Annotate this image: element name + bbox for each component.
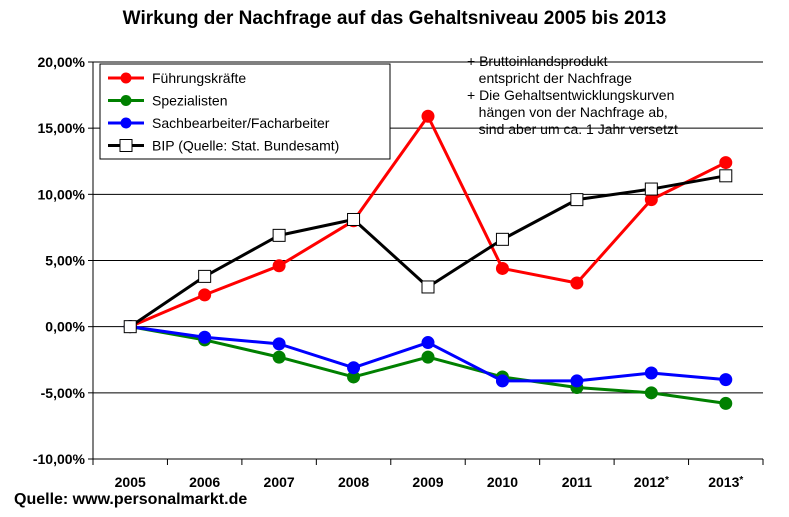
note-line: hängen von der Nachfrage ab, xyxy=(467,104,668,120)
data-point xyxy=(347,212,361,226)
data-point xyxy=(347,361,361,375)
data-point xyxy=(570,276,584,290)
series-line xyxy=(129,174,727,328)
legend-label: Sachbearbeiter/Facharbeiter xyxy=(152,115,330,131)
data-point xyxy=(570,374,584,388)
y-axis-ticks: -10,00% -5,00% 0,00% 5,00% 10,00% 15,00% 20,00… xyxy=(33,54,93,467)
data-point xyxy=(272,228,286,242)
x-tick-label: 2008 xyxy=(338,474,369,490)
x-axis-ticks: 2005 2006 2007 2008 2009 2010 2011 2012* 2013* xyxy=(92,459,764,490)
legend-swatch-marker xyxy=(120,117,132,129)
chart-title: Wirkung der Nachfrage auf das Gehaltsniv… xyxy=(122,8,667,29)
legend-box xyxy=(99,63,391,160)
data-point xyxy=(272,350,286,364)
x-tick-label: 2005 xyxy=(115,474,146,490)
x-tick-label: 2007 xyxy=(264,474,295,490)
data-point xyxy=(198,288,212,302)
data-point xyxy=(272,259,286,273)
x-tick-label: 2006 xyxy=(189,474,220,490)
data-point xyxy=(719,396,733,410)
data-point xyxy=(495,261,509,275)
x-tick-label: 2013* xyxy=(708,474,743,490)
y-tick-label: 5,00% xyxy=(45,253,85,269)
series-group xyxy=(123,109,733,410)
data-point xyxy=(198,330,212,344)
data-point xyxy=(421,350,435,364)
data-point xyxy=(644,386,658,400)
data-point xyxy=(719,169,733,183)
legend-label: BIP (Quelle: Stat. Bundesamt) xyxy=(152,138,339,154)
note-line: + Die Gehaltsentwicklungskurven xyxy=(467,87,674,103)
legend-swatch-marker xyxy=(120,95,132,106)
data-point xyxy=(719,373,733,387)
data-point xyxy=(495,232,509,246)
data-point xyxy=(570,193,584,207)
x-tick-label: 2009 xyxy=(412,474,443,490)
note-line: sind aber um ca. 1 Jahr versetzt xyxy=(467,121,678,137)
data-point xyxy=(421,109,435,123)
y-tick-label: 20,00% xyxy=(38,54,86,70)
data-point xyxy=(198,269,212,283)
y-tick-label: 10,00% xyxy=(38,186,86,202)
y-tick-label: 0,00% xyxy=(45,319,85,335)
data-point xyxy=(272,337,286,351)
x-tick-label: 2010 xyxy=(487,474,518,490)
note-line: + Bruttoinlandsprodukt xyxy=(467,53,608,69)
chart-notes: + Bruttoinlandsprodukt entspricht der Na… xyxy=(467,53,678,137)
data-point xyxy=(644,182,658,196)
data-point xyxy=(719,156,733,170)
source-label: Quelle: www.personalmarkt.de xyxy=(14,491,248,508)
y-tick-label: -5,00% xyxy=(41,385,86,401)
legend-label: Führungskräfte xyxy=(152,70,246,86)
legend: Führungskräfte Spezialisten Sachbearbeiter… xyxy=(99,63,391,160)
data-point xyxy=(421,280,435,294)
data-point xyxy=(123,320,137,334)
data-point xyxy=(495,374,509,388)
y-tick-label: -10,00% xyxy=(33,451,86,467)
data-point xyxy=(421,336,435,350)
legend-label: Spezialisten xyxy=(152,93,228,109)
y-tick-label: 15,00% xyxy=(38,120,86,136)
x-tick-label: 2011 xyxy=(562,474,593,490)
note-line: entspricht der Nachfrage xyxy=(467,70,632,86)
data-point xyxy=(644,366,658,380)
legend-swatch-marker xyxy=(119,139,133,152)
legend-swatch-marker xyxy=(120,72,132,84)
x-tick-label: 2012* xyxy=(634,474,669,490)
